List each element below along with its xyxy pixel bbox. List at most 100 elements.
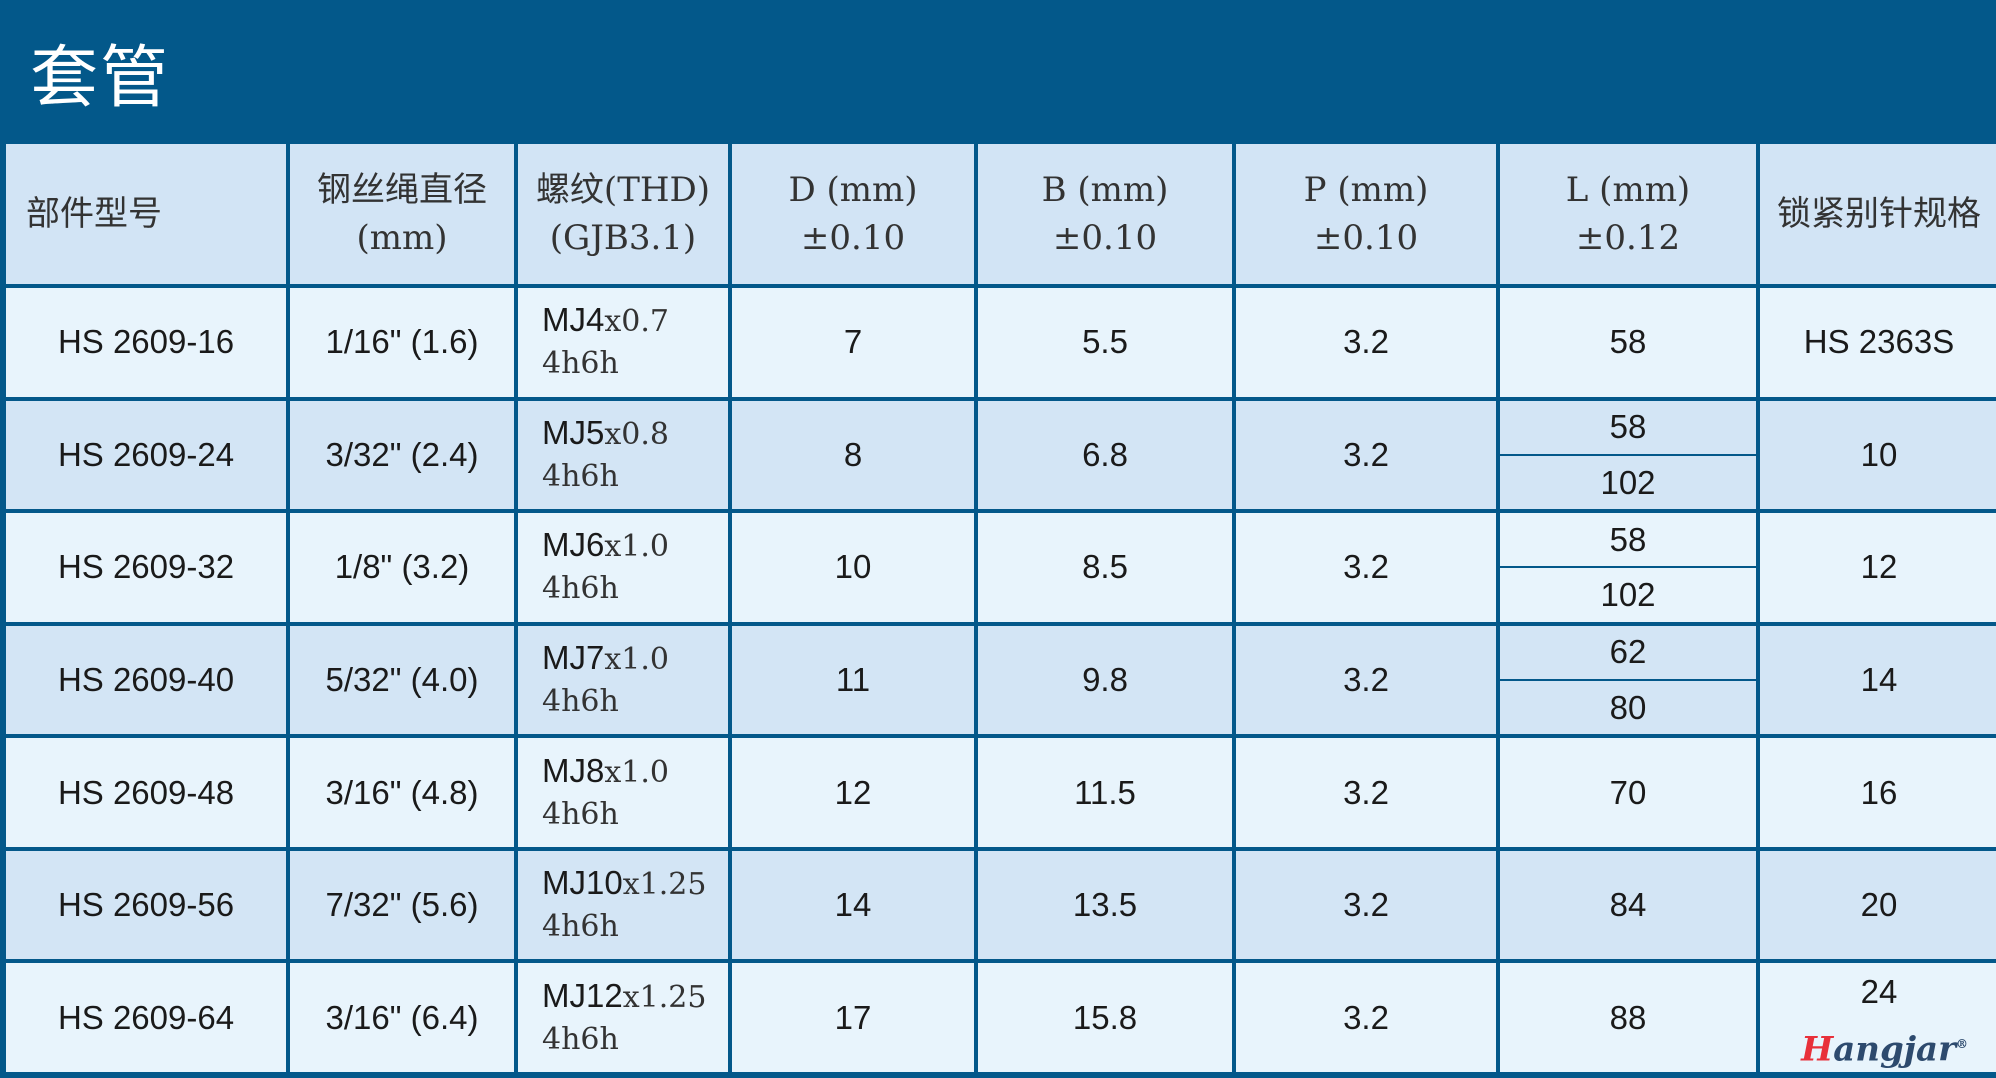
- p-cell: 3.2: [1236, 963, 1496, 1072]
- thread-cell: MJ10x1.25 4h6h: [518, 850, 728, 960]
- thread-spec: MJ10x1.25: [542, 862, 706, 906]
- lock-pin-cell: 20: [1760, 850, 1996, 960]
- thread-pitch: x1.25: [622, 979, 707, 1015]
- b-cell: 11.5: [978, 738, 1232, 847]
- rope-diameter-cell: 7/32" (5.6): [290, 850, 514, 960]
- thread-class: 4h6h: [542, 909, 619, 945]
- p-cell: 3.2: [1236, 850, 1496, 960]
- p-cell: 3.2: [1236, 738, 1496, 847]
- spec-table: 部件型号 钢丝绳直径 (mm) 螺纹(THD) (GJB3.1) D (mm) ±0.10 B…: [6, 144, 1996, 1072]
- header-cell: 锁紧别针规格: [1760, 144, 1996, 284]
- thread-class: 4h6h: [542, 346, 619, 382]
- header-line-1: P (mm): [1303, 170, 1429, 210]
- header-cell: P (mm) ±0.10: [1236, 144, 1496, 284]
- thread-cell: MJ4x0.7 4h6h: [518, 288, 728, 397]
- part-number-cell: HS 2609-24: [6, 400, 286, 510]
- part-number-cell: HS 2609-56: [6, 850, 286, 960]
- thread-size: MJ4: [542, 301, 605, 339]
- b-cell: 5.5: [978, 288, 1232, 397]
- header-cell: 部件型号: [6, 144, 286, 284]
- rope-diameter-cell: 1/8" (3.2): [290, 513, 514, 622]
- b-cell: 6.8: [978, 400, 1232, 510]
- thread-cell: MJ5x0.8 4h6h: [518, 400, 728, 510]
- thread-class: 4h6h: [542, 683, 619, 719]
- thread-pitch: x1.0: [604, 754, 669, 790]
- d-cell: 12: [732, 738, 974, 847]
- rope-diameter-cell: 3/16" (6.4): [290, 963, 514, 1072]
- l-cell: 88: [1500, 963, 1756, 1072]
- l-value: 102: [1600, 463, 1656, 501]
- thread-pitch: x1.0: [604, 529, 669, 565]
- p-cell: 3.2: [1236, 288, 1496, 397]
- registered-mark: ®: [1956, 1036, 1968, 1051]
- header-cell: L (mm) ±0.12: [1500, 144, 1756, 284]
- logo-initial: H: [1801, 1029, 1834, 1069]
- thread-size: MJ10: [542, 864, 623, 902]
- l-value: 102: [1600, 576, 1656, 614]
- thread-cell: MJ6x1.0 4h6h: [518, 513, 728, 622]
- page-title: 套管: [30, 39, 171, 118]
- thread-spec: MJ5x0.8: [542, 412, 669, 456]
- b-cell: 9.8: [978, 625, 1232, 735]
- thread-cell: MJ8x1.0 4h6h: [518, 738, 728, 847]
- d-cell: 10: [732, 513, 974, 622]
- p-cell: 3.2: [1236, 625, 1496, 735]
- header-line-2: ±0.10: [1052, 218, 1158, 258]
- header-line-1: 钢丝绳直径: [317, 170, 487, 210]
- lock-pin-cell: HS 2363S: [1760, 288, 1996, 397]
- d-cell: 17: [732, 963, 974, 1072]
- thread-size: MJ7: [542, 638, 605, 676]
- header-line-1: 锁紧别针规格: [1777, 194, 1981, 234]
- l-value: 58: [1500, 401, 1756, 456]
- header-line-2: ±0.10: [800, 218, 906, 258]
- thread-spec: MJ12x1.25: [542, 975, 706, 1019]
- thread-pitch: x1.25: [622, 867, 707, 903]
- thread-spec: MJ8x1.0: [542, 750, 669, 794]
- p-cell: 3.2: [1236, 513, 1496, 622]
- l-cell: 62 80: [1500, 625, 1756, 735]
- rope-diameter-cell: 1/16" (1.6): [290, 288, 514, 397]
- thread-spec: MJ7x1.0: [542, 637, 669, 681]
- header-line-1: 螺纹(THD): [535, 170, 711, 210]
- thread-size: MJ5: [542, 413, 605, 451]
- header-line-1: D (mm): [788, 170, 918, 210]
- l-cell: 58 102: [1500, 513, 1756, 622]
- header-cell: 螺纹(THD) (GJB3.1): [518, 144, 728, 284]
- rope-diameter-cell: 3/16" (4.8): [290, 738, 514, 847]
- rope-diameter-cell: 3/32" (2.4): [290, 400, 514, 510]
- thread-spec: MJ6x1.0: [542, 524, 669, 568]
- b-cell: 13.5: [978, 850, 1232, 960]
- lock-pin-cell: 12: [1760, 513, 1996, 622]
- d-cell: 8: [732, 400, 974, 510]
- brand-logo: Hangjar®: [1801, 1025, 1968, 1068]
- l-cell: 70: [1500, 738, 1756, 847]
- part-number-cell: HS 2609-64: [6, 963, 286, 1072]
- thread-pitch: x1.0: [604, 641, 669, 677]
- lock-pin-cell: 16: [1760, 738, 1996, 847]
- header-line-1: 部件型号: [26, 194, 162, 234]
- b-cell: 8.5: [978, 513, 1232, 622]
- header-line-1: L (mm): [1565, 170, 1691, 210]
- thread-spec: MJ4x0.7: [542, 299, 669, 343]
- thread-cell: MJ7x1.0 4h6h: [518, 625, 728, 735]
- lock-pin-cell: 24: [1760, 963, 1996, 1072]
- thread-class: 4h6h: [542, 571, 619, 607]
- thread-size: MJ12: [542, 976, 623, 1014]
- l-cell: 84: [1500, 850, 1756, 960]
- l-value: 62: [1500, 626, 1756, 681]
- part-number-cell: HS 2609-32: [6, 513, 286, 622]
- header-line-1: B (mm): [1041, 170, 1169, 210]
- thread-size: MJ8: [542, 751, 605, 789]
- thread-class: 4h6h: [542, 1021, 619, 1057]
- b-cell: 15.8: [978, 963, 1232, 1072]
- d-cell: 14: [732, 850, 974, 960]
- header-cell: D (mm) ±0.10: [732, 144, 974, 284]
- part-number-cell: HS 2609-40: [6, 625, 286, 735]
- l-cell: 58 102: [1500, 400, 1756, 510]
- part-number-cell: HS 2609-48: [6, 738, 286, 847]
- part-number-cell: HS 2609-16: [6, 288, 286, 397]
- l-value: 58: [1500, 513, 1756, 569]
- thread-class: 4h6h: [542, 796, 619, 832]
- rope-diameter-cell: 5/32" (4.0): [290, 625, 514, 735]
- p-cell: 3.2: [1236, 400, 1496, 510]
